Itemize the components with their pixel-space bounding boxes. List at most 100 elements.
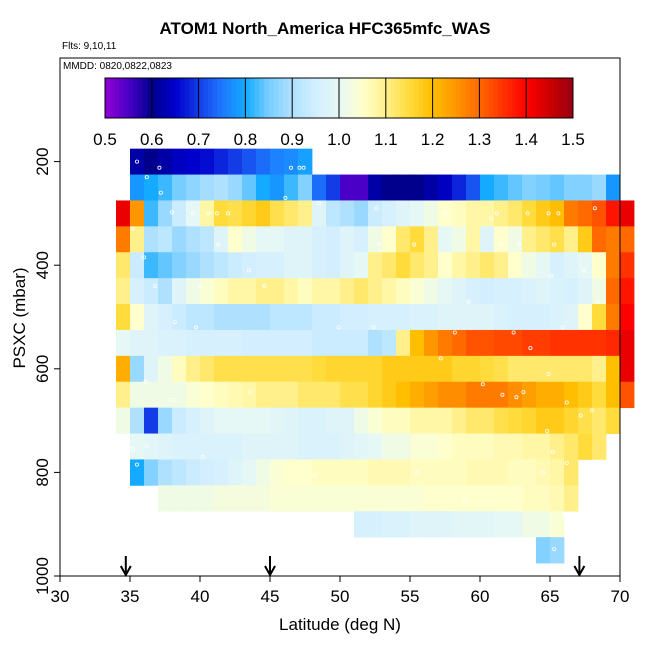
sample-marker: [206, 211, 211, 216]
heatmap-cell: [452, 200, 467, 227]
colorbar-tick-label: 1.1: [374, 130, 398, 149]
heatmap-cell: [396, 433, 411, 460]
colorbar-tick-label: 0.7: [187, 130, 211, 149]
sample-marker: [144, 444, 149, 449]
heatmap-cell: [144, 329, 159, 357]
heatmap-cell: [228, 329, 243, 357]
heatmap-cell: [620, 355, 635, 383]
heatmap-cell: [312, 226, 327, 253]
colorbar-strip: [105, 78, 111, 118]
heatmap-cell: [270, 278, 285, 305]
heatmap-cell: [186, 278, 201, 305]
x-tick-label: 55: [401, 587, 420, 606]
heatmap-cell: [228, 381, 243, 409]
heatmap-cell: [564, 459, 579, 486]
heatmap-cell: [522, 485, 537, 512]
heatmap-cell: [130, 381, 145, 409]
colorbar-strip: [554, 78, 560, 118]
heatmap-cell: [242, 485, 257, 512]
x-axis: 30 35 40 45 50 55 60 65 70: [51, 576, 629, 606]
chart-title: ATOM1 North_America HFC365mfc_WAS: [159, 19, 491, 38]
sample-marker: [498, 242, 503, 247]
colorbar-tick-label: 1.2: [421, 130, 445, 149]
heatmap-cell: [186, 355, 201, 383]
sample-marker: [489, 216, 494, 221]
heatmap-cell: [284, 459, 299, 486]
heatmap-cell: [158, 226, 173, 253]
heatmap-cell: [228, 485, 243, 512]
heatmap-cell: [564, 355, 579, 383]
heatmap-cell: [382, 252, 397, 279]
colorbar-strip: [498, 78, 504, 118]
heatmap-cell: [270, 459, 285, 486]
heatmap-cell: [326, 174, 341, 201]
heatmap-cell: [424, 433, 439, 460]
heatmap-cell: [368, 407, 383, 434]
heatmap-cell: [284, 304, 299, 331]
heatmap-cell: [550, 485, 565, 512]
sample-marker: [581, 268, 586, 273]
colorbar-strip: [306, 78, 312, 118]
heatmap-cell: [480, 252, 495, 279]
heatmap-cell: [326, 433, 341, 460]
heatmap-cell: [396, 226, 411, 253]
heatmap-cell: [396, 381, 411, 409]
heatmap-cell: [368, 511, 383, 538]
heatmap-cell: [424, 329, 439, 357]
heatmap-cell: [424, 278, 439, 305]
heatmap-cell: [256, 407, 271, 434]
colorbar-strip: [549, 78, 555, 118]
heatmap-cell: [340, 226, 355, 253]
heatmap-cell: [466, 226, 481, 253]
heatmap-cell: [158, 304, 173, 331]
heatmap-cell: [270, 329, 285, 357]
y-tick-label: 1000: [33, 557, 52, 595]
colorbar-strip: [507, 78, 513, 118]
heatmap-cell: [340, 200, 355, 227]
heatmap-cell: [354, 381, 369, 409]
heatmap-cell: [256, 148, 271, 175]
heatmap-cell: [368, 226, 383, 253]
sample-marker: [374, 206, 379, 211]
heatmap-cell: [424, 485, 439, 512]
x-tick-label: 50: [331, 587, 350, 606]
colorbar-strip: [395, 78, 401, 118]
sample-marker: [466, 299, 471, 304]
colorbar-strip: [170, 78, 176, 118]
heatmap-cell: [214, 174, 229, 201]
sample-marker: [214, 211, 219, 216]
heatmap-cell: [270, 252, 285, 279]
heatmap-cell: [228, 148, 243, 175]
sample-marker: [153, 283, 158, 288]
heatmap-cell: [186, 252, 201, 279]
colorbar-strip: [357, 78, 363, 118]
heatmap-cell: [396, 329, 411, 357]
colorbar-strip: [207, 78, 214, 118]
colorbar-tick-label: 1.3: [468, 130, 492, 149]
colorbar: [104, 77, 574, 119]
heatmap-cell: [438, 174, 453, 201]
sample-marker: [283, 195, 288, 200]
heatmap-cell: [578, 433, 593, 460]
colorbar-strip: [465, 78, 471, 118]
heatmap-cell: [564, 226, 579, 253]
heatmap-cell: [214, 433, 229, 460]
colorbar-strip: [558, 78, 565, 118]
heatmap-cell: [452, 459, 467, 486]
heatmap-cell: [144, 278, 159, 305]
heatmap-cell: [550, 329, 565, 357]
heatmap-cell: [382, 200, 397, 227]
sample-marker: [262, 283, 267, 288]
dates-note: MMDD: 0820,0822,0823: [63, 61, 172, 72]
heatmap-cell: [116, 329, 131, 357]
heatmap-cell: [172, 252, 187, 279]
heatmap-cell: [606, 407, 621, 434]
heatmap-cell: [452, 252, 467, 279]
sample-marker: [130, 447, 135, 452]
heatmap-cell: [284, 174, 299, 201]
heatmap-cell: [340, 304, 355, 331]
heatmap-cell: [340, 407, 355, 434]
sample-marker: [197, 283, 202, 288]
heatmap-cell: [550, 511, 565, 538]
colorbar-strip: [493, 78, 499, 118]
